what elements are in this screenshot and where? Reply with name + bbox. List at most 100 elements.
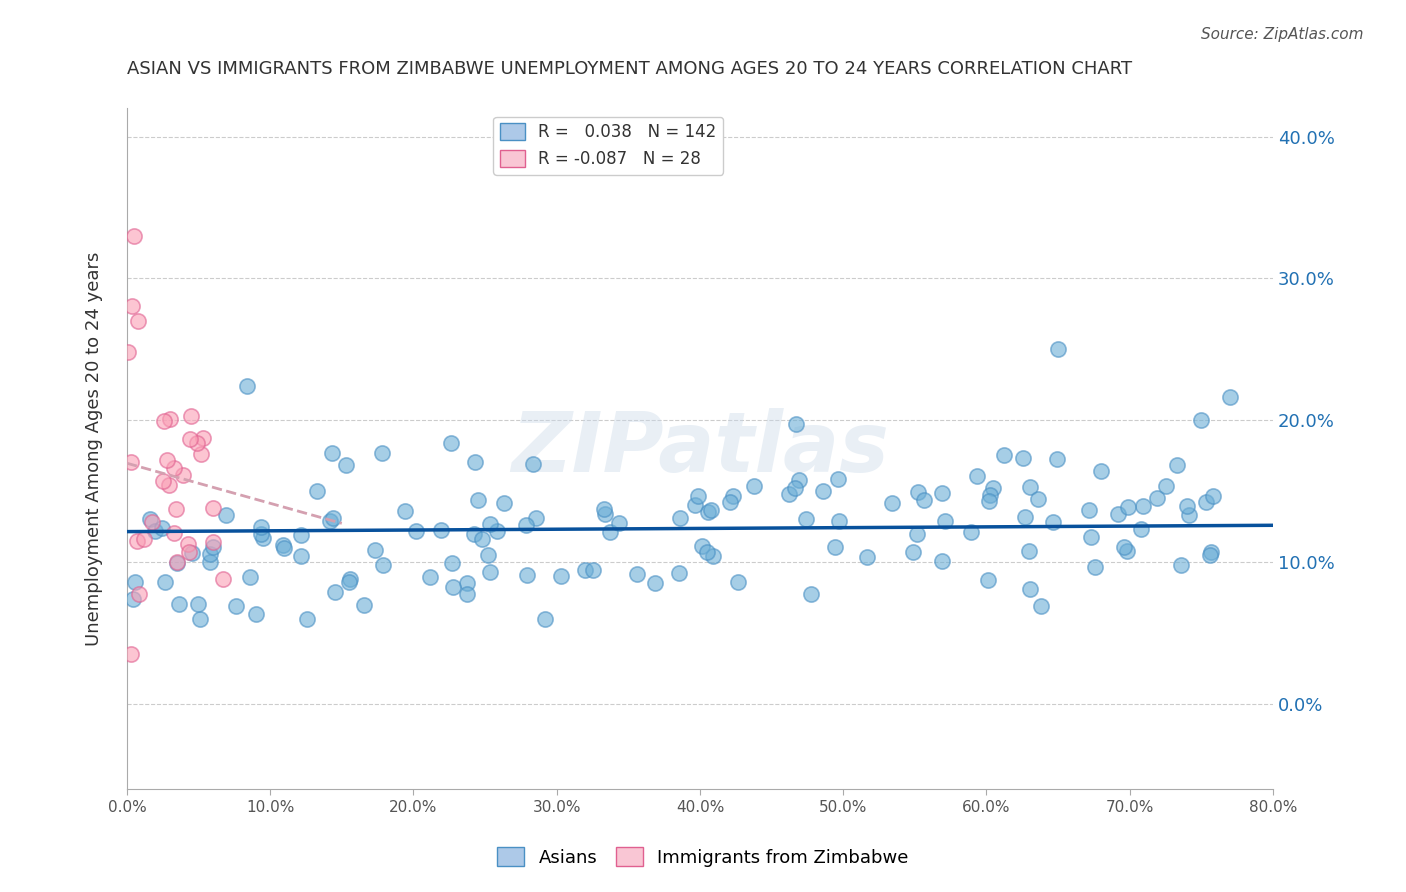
Asians — [290, 549, 312, 563]
Asians — [1170, 558, 1192, 573]
Asians — [335, 458, 357, 472]
Asians — [1012, 451, 1035, 466]
Text: ZIPatlas: ZIPatlas — [510, 409, 889, 489]
Immigrants from Zimbabwe — [117, 345, 139, 359]
Asians — [225, 599, 247, 614]
Immigrants from Zimbabwe — [152, 474, 174, 488]
Asians — [1029, 599, 1052, 613]
Asians — [494, 496, 516, 510]
Asians — [419, 570, 441, 584]
Asians — [880, 496, 903, 510]
Asians — [201, 541, 224, 555]
Asians — [467, 493, 489, 508]
Asians — [607, 516, 630, 530]
Asians — [1166, 458, 1188, 473]
Asians — [778, 487, 800, 501]
Immigrants from Zimbabwe — [190, 447, 212, 461]
Asians — [319, 515, 342, 529]
Immigrants from Zimbabwe — [165, 502, 187, 516]
Asians — [1189, 413, 1212, 427]
Asians — [1018, 544, 1040, 558]
Asians — [800, 587, 823, 601]
Asians — [479, 566, 502, 580]
Asians — [339, 572, 361, 586]
Asians — [180, 546, 202, 560]
Asians — [1084, 560, 1107, 574]
Asians — [977, 494, 1000, 508]
Asians — [1090, 464, 1112, 478]
Asians — [1042, 516, 1064, 530]
Immigrants from Zimbabwe — [120, 647, 142, 661]
Asians — [696, 545, 718, 559]
Asians — [683, 498, 706, 512]
Asians — [188, 612, 211, 626]
Asians — [1146, 491, 1168, 505]
Asians — [245, 607, 267, 621]
Immigrants from Zimbabwe — [127, 314, 149, 328]
Asians — [1114, 540, 1136, 554]
Asians — [1019, 480, 1042, 494]
Asians — [787, 473, 810, 487]
Asians — [1077, 503, 1099, 517]
Immigrants from Zimbabwe — [163, 526, 186, 541]
Immigrants from Zimbabwe — [153, 414, 176, 428]
Asians — [931, 554, 953, 568]
Asians — [1026, 492, 1049, 507]
Text: Source: ZipAtlas.com: Source: ZipAtlas.com — [1201, 27, 1364, 42]
Asians — [550, 568, 572, 582]
Asians — [166, 556, 188, 570]
Asians — [322, 511, 344, 525]
Asians — [371, 558, 394, 572]
Asians — [1115, 544, 1137, 558]
Asians — [1116, 500, 1139, 515]
Asians — [981, 481, 1004, 495]
Asians — [239, 570, 262, 584]
Asians — [828, 514, 851, 528]
Asians — [593, 507, 616, 521]
Asians — [702, 549, 724, 563]
Asians — [599, 524, 621, 539]
Asians — [200, 555, 222, 569]
Asians — [905, 526, 928, 541]
Asians — [295, 612, 318, 626]
Immigrants from Zimbabwe — [166, 555, 188, 569]
Asians — [1154, 479, 1177, 493]
Immigrants from Zimbabwe — [172, 468, 194, 483]
Asians — [522, 457, 544, 471]
Asians — [236, 378, 259, 392]
Asians — [934, 514, 956, 528]
Asians — [477, 548, 499, 562]
Immigrants from Zimbabwe — [121, 299, 143, 313]
Asians — [485, 524, 508, 538]
Asians — [516, 568, 538, 582]
Asians — [471, 532, 494, 546]
Asians — [1107, 508, 1129, 522]
Text: ASIAN VS IMMIGRANTS FROM ZIMBABWE UNEMPLOYMENT AMONG AGES 20 TO 24 YEARS CORRELA: ASIAN VS IMMIGRANTS FROM ZIMBABWE UNEMPL… — [127, 60, 1132, 78]
Asians — [912, 493, 935, 508]
Asians — [697, 505, 720, 519]
Asians — [534, 612, 557, 626]
Asians — [960, 525, 983, 540]
Asians — [669, 511, 692, 525]
Asians — [794, 512, 817, 526]
Asians — [785, 417, 807, 431]
Asians — [364, 542, 387, 557]
Immigrants from Zimbabwe — [177, 537, 200, 551]
Asians — [723, 489, 745, 503]
Asians — [690, 539, 713, 553]
Immigrants from Zimbabwe — [134, 532, 156, 546]
Asians — [441, 580, 464, 594]
Asians — [515, 517, 537, 532]
Asians — [394, 504, 416, 518]
Asians — [456, 587, 478, 601]
Immigrants from Zimbabwe — [191, 430, 214, 444]
Asians — [1199, 545, 1222, 559]
Asians — [139, 512, 162, 526]
Asians — [783, 481, 806, 495]
Asians — [167, 598, 190, 612]
Asians — [463, 526, 485, 541]
Asians — [1202, 489, 1225, 503]
Asians — [249, 526, 271, 541]
Immigrants from Zimbabwe — [157, 478, 180, 492]
Asians — [479, 516, 502, 531]
